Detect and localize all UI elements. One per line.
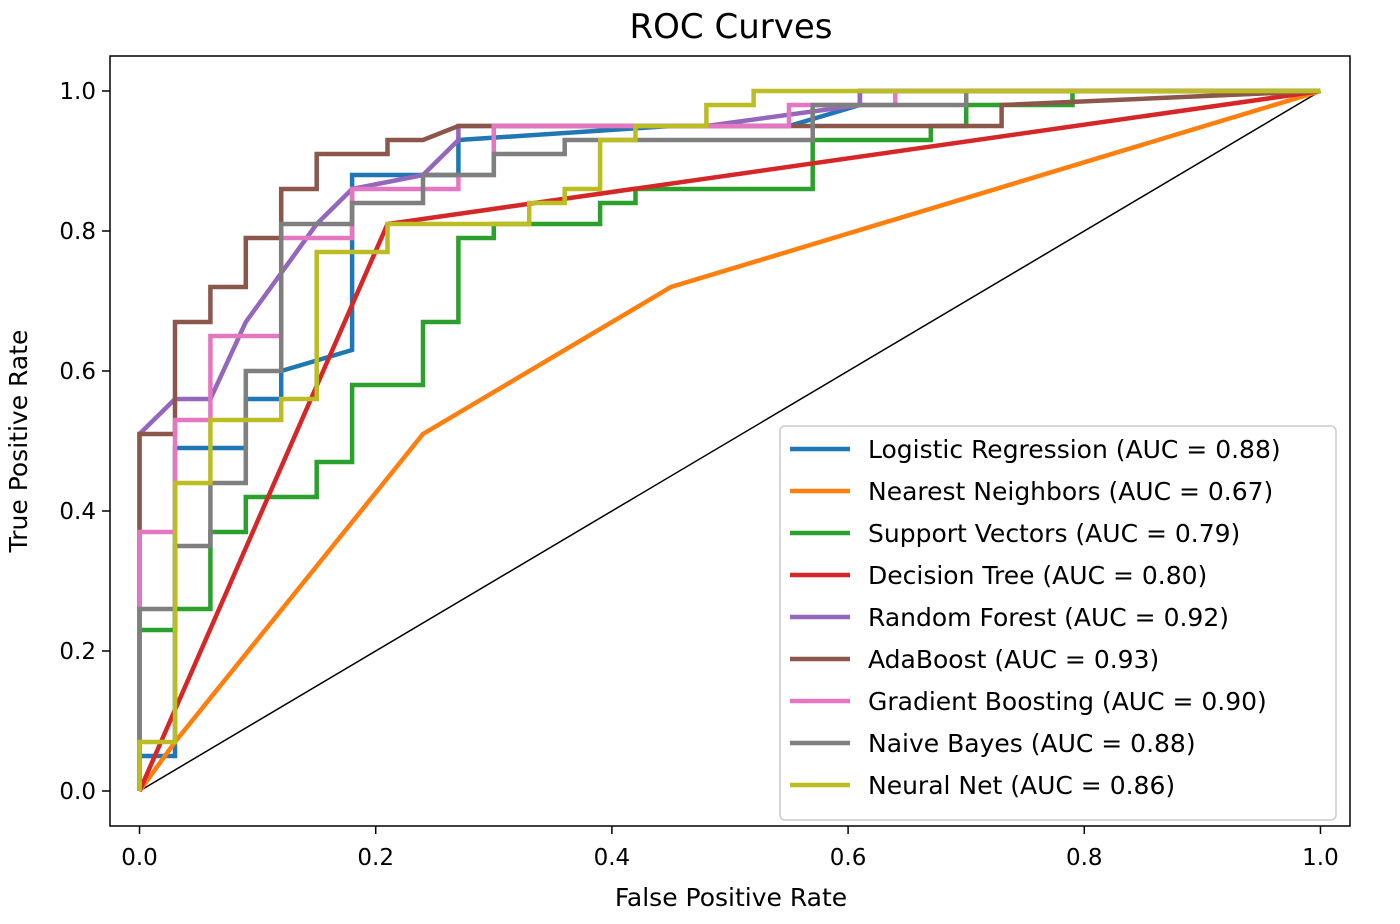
x-tick-label: 0.8 <box>1066 845 1103 871</box>
chart-title: ROC Curves <box>630 7 833 47</box>
series-line-9 <box>137 88 1321 791</box>
diagonal-reference-line <box>139 90 1321 792</box>
legend-label-5: Random Forest (AUC = 0.92) <box>868 603 1229 632</box>
series-line-8 <box>137 88 1321 791</box>
legend-label-3: Support Vectors (AUC = 0.79) <box>868 519 1240 548</box>
y-tick-label: 1.0 <box>59 79 96 105</box>
x-axis-label: False Positive Rate <box>615 883 847 912</box>
legend-label-2: Nearest Neighbors (AUC = 0.67) <box>868 477 1273 506</box>
legend: Logistic Regression (AUC = 0.88) Nearest … <box>779 425 1337 821</box>
legend-label-6: AdaBoost (AUC = 0.93) <box>868 645 1159 674</box>
x-tick-label: 0.4 <box>594 845 631 871</box>
y-tick-label: 0.6 <box>59 359 96 385</box>
y-axis-label: True Positive Rate <box>4 330 33 554</box>
legend-box <box>779 425 1337 821</box>
legend-label-9: Neural Net (AUC = 0.86) <box>868 771 1175 800</box>
series-line-2 <box>137 88 1322 793</box>
x-tick-label: 0.2 <box>357 845 394 871</box>
legend-label-4: Decision Tree (AUC = 0.80) <box>868 561 1207 590</box>
x-tick-label: 0.6 <box>830 845 867 871</box>
axis-ticks: 0.0 0.2 0.4 0.6 0.8 1.0 0.0 0.2 0.4 0.6 0.8 1.0 <box>59 79 1338 871</box>
y-tick-label: 0.4 <box>59 499 96 525</box>
series-line-7 <box>137 88 1321 791</box>
y-tick-label: 0.2 <box>59 639 96 665</box>
legend-label-7: Gradient Boosting (AUC = 0.90) <box>868 687 1267 716</box>
x-tick-label: 1.0 <box>1302 845 1339 871</box>
plot-area <box>137 88 1322 793</box>
y-tick-label: 0.8 <box>59 219 96 245</box>
legend-label-1: Logistic Regression (AUC = 0.88) <box>868 435 1281 464</box>
y-tick-label: 0.0 <box>59 779 96 805</box>
legend-label-8: Naive Bayes (AUC = 0.88) <box>868 729 1196 758</box>
plot-frame <box>109 55 1351 827</box>
x-tick-label: 0.0 <box>121 845 158 871</box>
